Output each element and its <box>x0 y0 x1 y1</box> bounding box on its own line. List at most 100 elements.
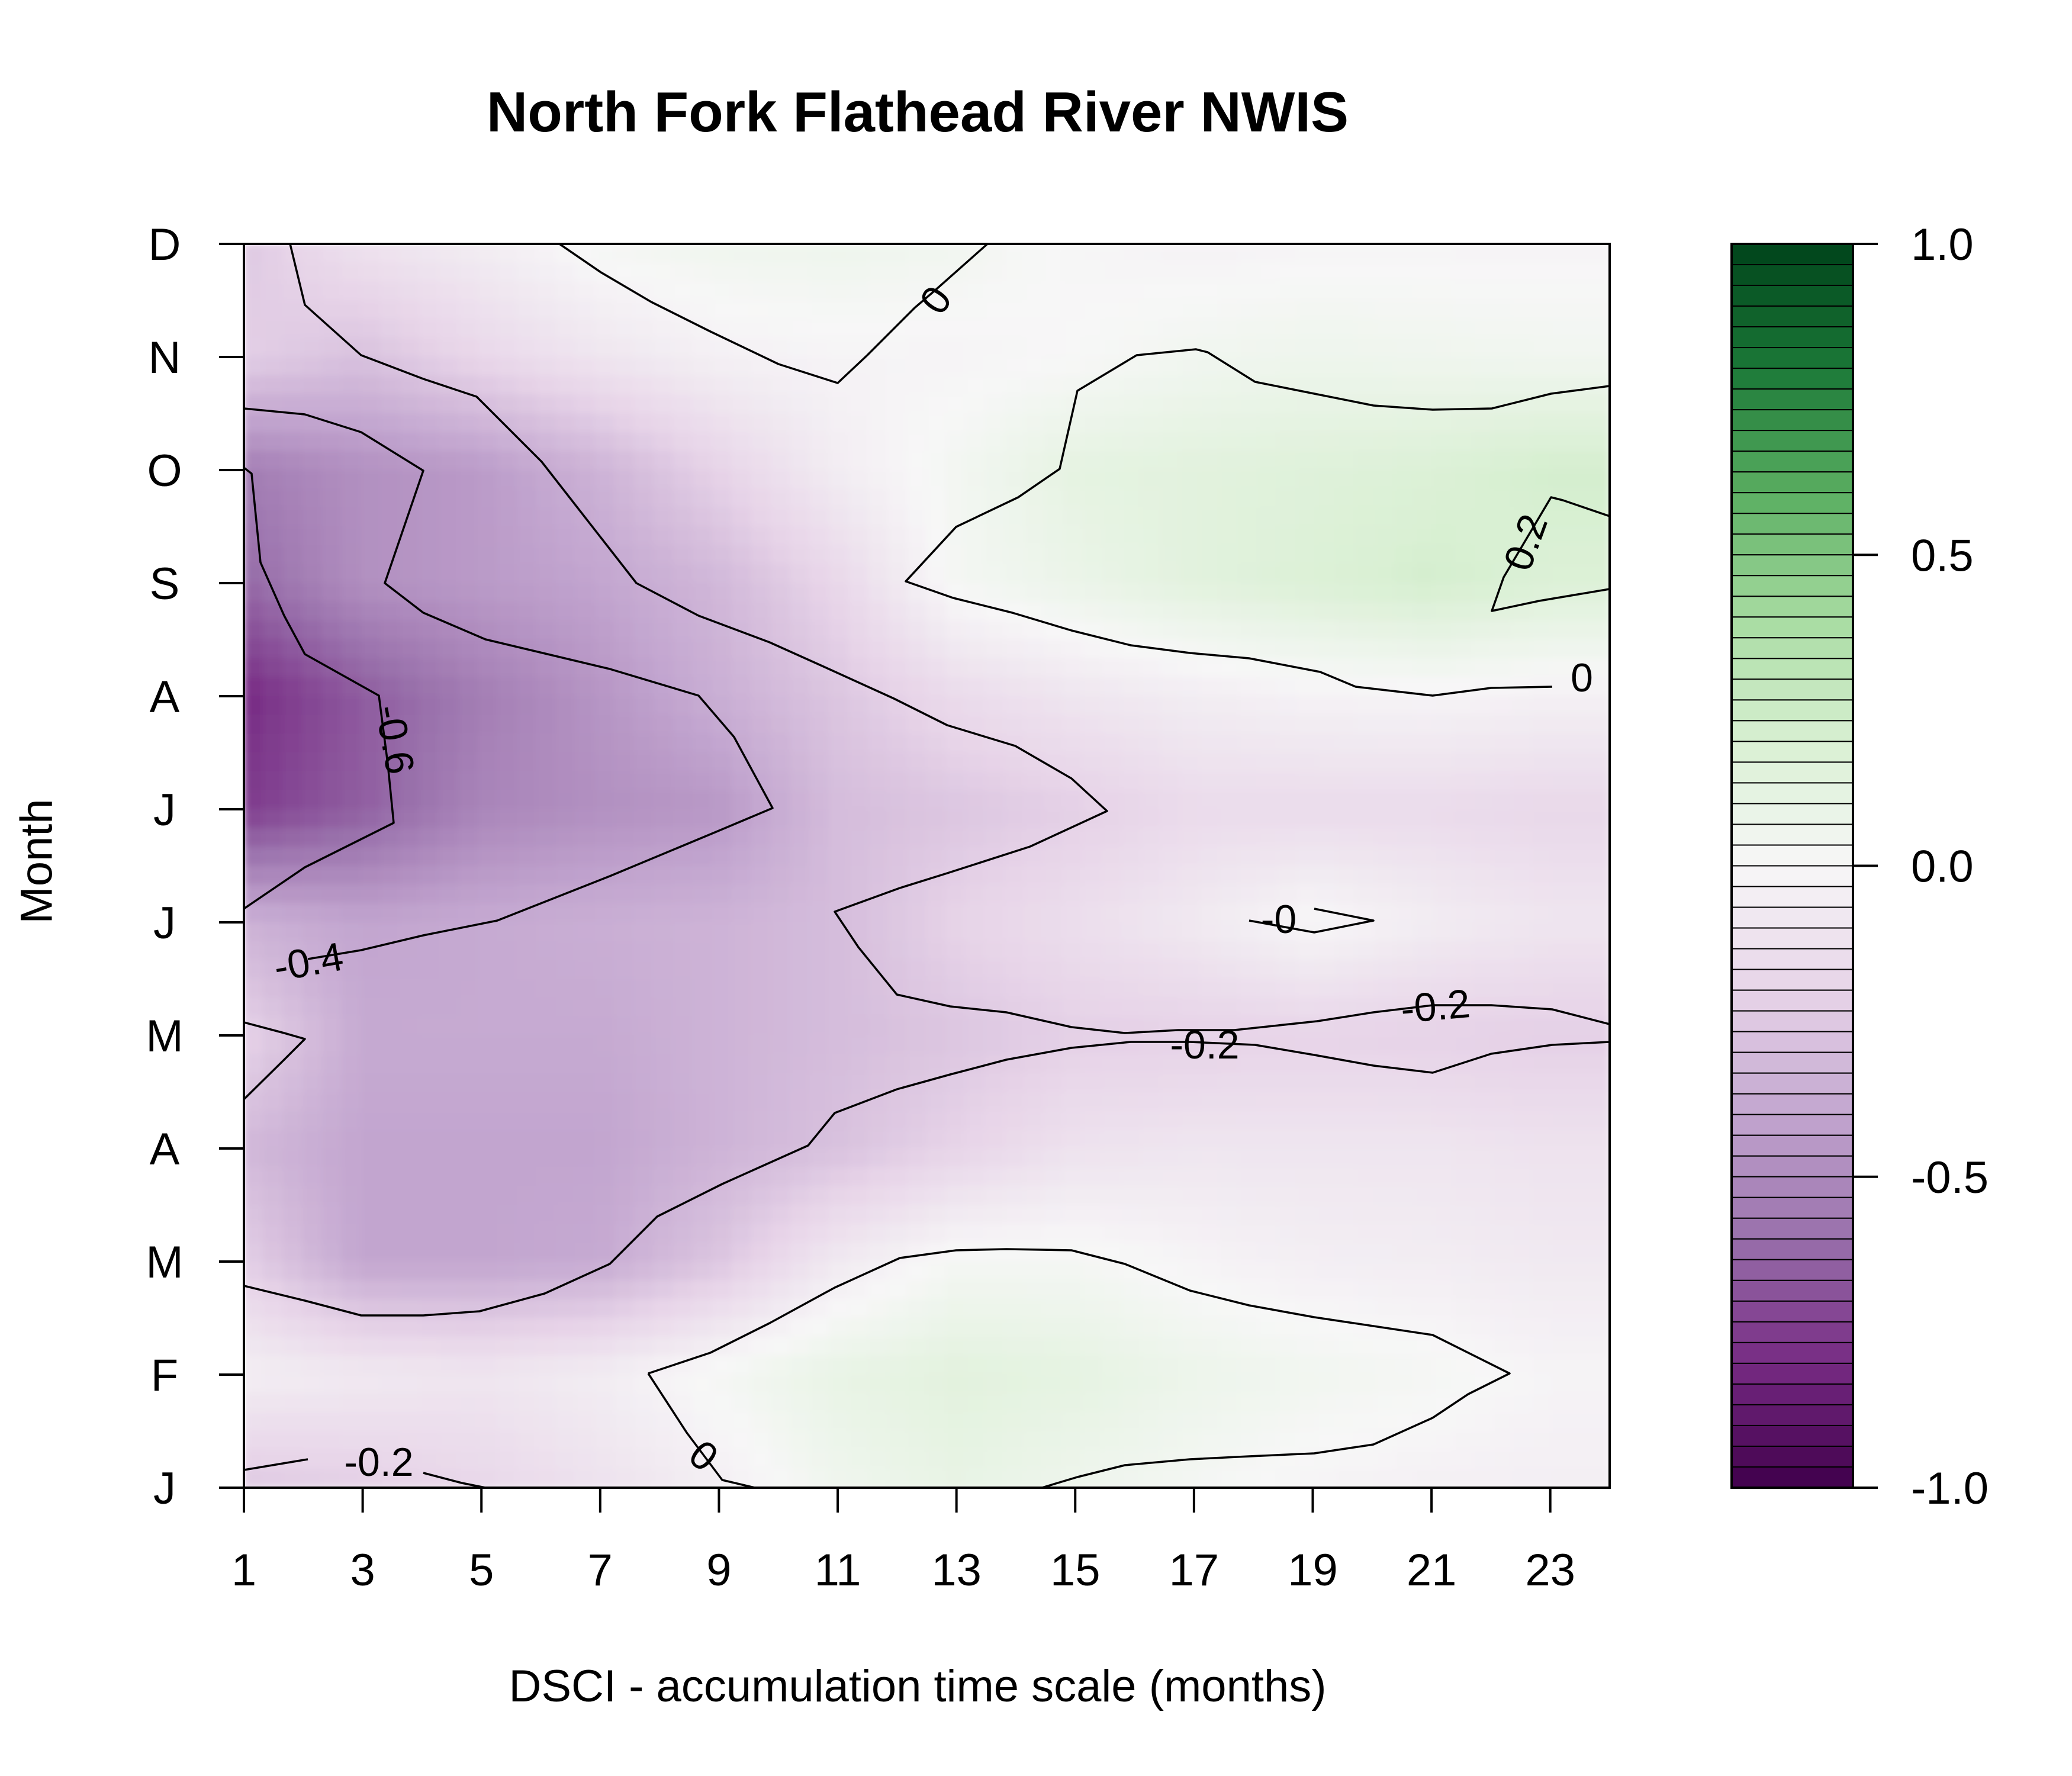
field-cell <box>497 866 517 885</box>
field-cell <box>594 828 615 848</box>
field-cell <box>868 526 889 546</box>
field-cell <box>751 1129 771 1149</box>
field-cell <box>1180 1393 1201 1413</box>
field-cell <box>868 733 889 753</box>
field-cell <box>400 677 420 697</box>
field-cell <box>1141 526 1162 546</box>
field-cell <box>848 960 869 979</box>
field-cell <box>1141 847 1162 866</box>
field-cell <box>1160 583 1181 603</box>
field-cell <box>1238 847 1259 866</box>
field-cell <box>692 564 713 584</box>
field-cell <box>282 733 303 753</box>
field-cell <box>555 771 576 791</box>
field-cell <box>1531 1412 1552 1431</box>
field-cell <box>1433 413 1454 433</box>
field-cell <box>1141 318 1162 339</box>
field-cell <box>1004 1318 1025 1337</box>
field-cell <box>1258 997 1279 1017</box>
field-cell <box>594 451 615 471</box>
field-cell <box>751 1449 771 1469</box>
field-cell <box>673 847 693 866</box>
field-cell <box>1219 564 1240 584</box>
field-cell <box>1550 337 1571 358</box>
field-cell <box>1472 1148 1493 1168</box>
field-cell <box>731 715 752 735</box>
field-cell <box>1238 337 1259 358</box>
field-cell <box>790 828 810 848</box>
field-cell <box>829 300 850 320</box>
field-cell <box>770 1167 791 1187</box>
field-cell <box>1102 545 1122 565</box>
field-cell <box>1024 752 1044 772</box>
field-cell <box>1414 771 1434 791</box>
field-cell <box>1004 903 1025 923</box>
field-cell <box>965 1299 986 1318</box>
field-cell <box>1590 1393 1610 1413</box>
field-cell <box>1180 432 1201 452</box>
field-cell <box>1492 1129 1513 1149</box>
field-cell <box>380 828 401 848</box>
field-cell <box>1043 318 1064 339</box>
field-cell <box>731 979 752 998</box>
field-cell <box>887 620 908 640</box>
field-cell <box>945 1223 966 1243</box>
field-cell <box>497 1073 517 1092</box>
field-cell <box>555 337 576 358</box>
field-cell <box>497 1431 517 1450</box>
field-cell <box>1082 394 1103 414</box>
field-cell <box>965 1092 986 1111</box>
field-cell <box>1297 583 1318 603</box>
field-cell <box>1160 545 1181 565</box>
colorbar-band <box>1731 368 1854 390</box>
field-cell <box>1336 262 1357 282</box>
field-cell <box>594 941 615 961</box>
field-cell <box>868 1431 889 1450</box>
field-cell <box>516 1431 537 1450</box>
field-cell <box>868 507 889 527</box>
field-cell <box>945 771 966 791</box>
field-cell <box>1258 903 1279 923</box>
field-cell <box>400 1242 420 1262</box>
field-cell <box>1590 790 1610 810</box>
field-cell <box>594 413 615 433</box>
field-cell <box>1336 526 1357 546</box>
colorbar-band <box>1731 782 1854 805</box>
field-cell <box>1082 771 1103 791</box>
field-cell <box>1004 337 1025 358</box>
field-cell <box>361 1355 381 1375</box>
field-cell <box>419 1035 440 1055</box>
field-cell <box>1082 1092 1103 1111</box>
field-cell <box>1590 979 1610 998</box>
field-cell <box>1472 1336 1493 1356</box>
field-cell <box>1590 1223 1610 1243</box>
field-cell <box>1180 318 1201 339</box>
field-cell <box>321 394 342 414</box>
field-cell <box>594 244 615 263</box>
field-cell <box>244 979 264 998</box>
field-cell <box>770 281 791 301</box>
colorbar-band <box>1731 347 1854 369</box>
field-cell <box>282 1299 303 1318</box>
colorbar-band <box>1731 1383 1854 1405</box>
field-cell <box>868 262 889 282</box>
field-cell <box>633 601 654 622</box>
field-cell <box>868 903 889 923</box>
field-cell <box>1472 469 1493 490</box>
field-cell <box>1472 1167 1493 1187</box>
field-cell <box>1511 715 1532 735</box>
field-cell <box>1336 847 1357 866</box>
field-cell <box>497 941 517 961</box>
field-cell <box>1590 1355 1610 1375</box>
field-cell <box>1511 394 1532 414</box>
field-cell <box>751 979 771 998</box>
field-cell <box>1375 1449 1395 1469</box>
field-cell <box>244 1054 264 1074</box>
field-cell <box>809 281 830 301</box>
field-cell <box>380 1318 401 1337</box>
field-cell <box>1082 488 1103 509</box>
field-cell <box>302 1110 323 1130</box>
field-cell <box>1570 488 1591 509</box>
field-cell <box>555 1016 576 1036</box>
field-cell <box>1024 941 1044 961</box>
